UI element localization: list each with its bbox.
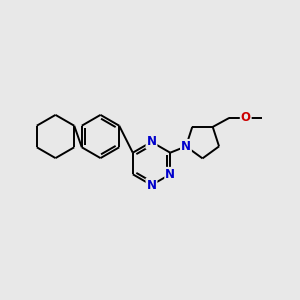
Text: N: N — [146, 178, 157, 192]
Text: N: N — [165, 168, 175, 181]
Text: O: O — [241, 111, 251, 124]
Text: N: N — [181, 140, 191, 153]
Text: N: N — [146, 135, 157, 148]
